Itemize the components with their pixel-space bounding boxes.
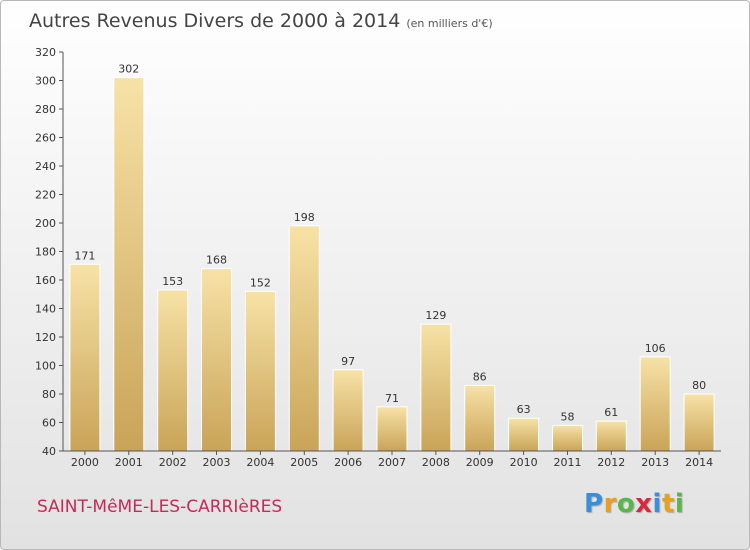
data-label-2003: 168 xyxy=(206,254,227,267)
x-tick-label-2007: 2007 xyxy=(378,456,406,469)
bar-2003 xyxy=(201,268,232,452)
bar-2001 xyxy=(113,77,145,452)
bars-group: 171 302 153 168 152 198 97 71 129 86 63 58 61 106 80 xyxy=(69,63,715,452)
y-tick-label-240: 240 xyxy=(35,160,56,173)
y-tick-label-300: 300 xyxy=(35,75,56,88)
bar-2014 xyxy=(683,393,715,452)
data-label-2008: 129 xyxy=(425,309,446,322)
y-tick-label-160: 160 xyxy=(35,274,56,287)
logo-letter-5: t xyxy=(661,489,675,519)
proxiti-logo: Proxiti xyxy=(584,489,684,519)
data-label-2012: 61 xyxy=(604,406,618,419)
y-tick-label-280: 280 xyxy=(35,103,56,116)
bar-2013 xyxy=(639,356,671,452)
data-label-2009: 86 xyxy=(473,370,487,383)
data-label-2007: 71 xyxy=(385,392,399,405)
x-tick-label-2013: 2013 xyxy=(641,456,669,469)
data-label-2010: 63 xyxy=(517,403,531,416)
chart-title: Autres Revenus Divers de 2000 à 2014 (en … xyxy=(29,10,493,32)
y-tick-label-120: 120 xyxy=(35,331,56,344)
bar-2005 xyxy=(288,225,320,452)
x-tick-label-2012: 2012 xyxy=(597,456,625,469)
data-label-2011: 58 xyxy=(561,410,575,423)
x-tick-label-2006: 2006 xyxy=(334,456,362,469)
x-tick-label-2003: 2003 xyxy=(203,456,231,469)
logo-letter-3: x xyxy=(635,489,653,519)
y-tick-label-140: 140 xyxy=(35,303,56,316)
bar-2004 xyxy=(244,290,276,452)
y-tick-label-40: 40 xyxy=(42,445,56,458)
logo-letter-2: o xyxy=(616,489,636,519)
y-tick-label-180: 180 xyxy=(35,246,56,259)
data-label-2002: 153 xyxy=(162,275,183,288)
logo-letter-4: i xyxy=(652,489,662,519)
y-tick-label-320: 320 xyxy=(35,46,56,59)
x-tick-label-2002: 2002 xyxy=(159,456,187,469)
x-tick-label-2001: 2001 xyxy=(115,456,143,469)
chart-title-text: Autres Revenus Divers de 2000 à 2014 xyxy=(29,10,401,32)
y-tick-label-200: 200 xyxy=(35,217,56,230)
y-tick-label-220: 220 xyxy=(35,189,56,202)
bar-2009 xyxy=(464,384,496,452)
bar-2002 xyxy=(157,289,189,452)
logo-letter-1: r xyxy=(603,489,617,519)
bar-2008 xyxy=(420,323,452,452)
data-label-2005: 198 xyxy=(294,211,315,224)
x-tick-label-2000: 2000 xyxy=(71,456,99,469)
x-tick-label-2014: 2014 xyxy=(685,456,713,469)
x-tick-label-2005: 2005 xyxy=(290,456,318,469)
data-label-2013: 106 xyxy=(645,342,666,355)
y-tick-label-80: 80 xyxy=(42,388,56,401)
bar-2012 xyxy=(595,420,627,452)
bar-2000 xyxy=(69,263,101,452)
commune-name: SAINT-MêME-LES-CARRIèRES xyxy=(37,497,283,517)
data-label-2014: 80 xyxy=(692,379,706,392)
logo-letter-0: P xyxy=(584,489,604,519)
data-label-2004: 152 xyxy=(250,276,271,289)
data-label-2001: 302 xyxy=(118,63,139,76)
bar-2011 xyxy=(552,424,583,452)
bar-2006 xyxy=(332,369,364,452)
x-tick-label-2008: 2008 xyxy=(422,456,450,469)
bar-2010 xyxy=(508,417,540,452)
x-tick-label-2004: 2004 xyxy=(246,456,274,469)
x-tick-label-2010: 2010 xyxy=(510,456,538,469)
axes-group: 2000 2001 2002 2003 2004 2005 2006 2007 2008 2009… xyxy=(35,46,721,469)
y-tick-label-100: 100 xyxy=(35,360,56,373)
bar-2007 xyxy=(376,406,408,452)
logo-letter-6: i xyxy=(674,489,685,519)
y-tick-label-260: 260 xyxy=(35,132,56,145)
x-tick-label-2011: 2011 xyxy=(554,456,582,469)
chart-subtitle: (en milliers d'€) xyxy=(406,17,493,30)
data-label-2006: 97 xyxy=(341,355,355,368)
y-tick-label-60: 60 xyxy=(42,417,56,430)
x-tick-label-2009: 2009 xyxy=(466,456,494,469)
data-label-2000: 171 xyxy=(74,249,95,262)
